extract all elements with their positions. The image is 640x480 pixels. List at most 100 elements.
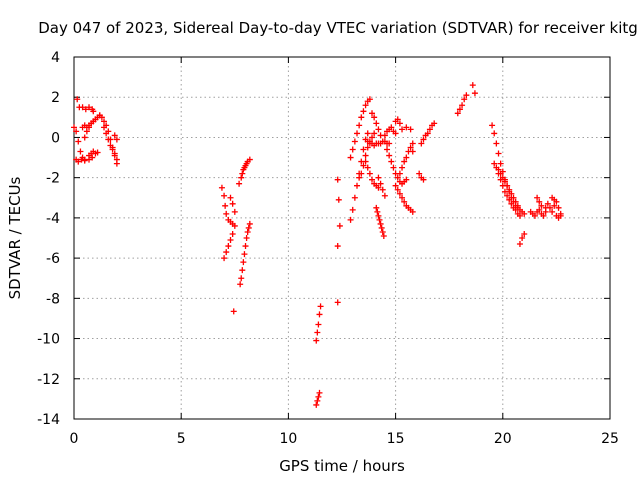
data-point xyxy=(386,152,393,159)
data-point xyxy=(71,124,77,131)
data-point xyxy=(519,235,526,241)
data-point xyxy=(369,176,376,183)
data-point xyxy=(334,176,341,183)
data-point xyxy=(360,162,367,169)
data-point xyxy=(377,180,384,187)
data-point xyxy=(107,142,114,149)
data-point xyxy=(240,259,247,266)
data-point xyxy=(366,96,373,103)
data-point xyxy=(364,164,371,171)
data-point xyxy=(238,275,245,282)
data-point xyxy=(459,102,466,109)
data-point xyxy=(103,130,110,137)
data-point xyxy=(101,124,108,131)
data-point xyxy=(347,216,354,223)
data-point xyxy=(111,150,118,157)
data-point xyxy=(376,216,383,223)
data-point xyxy=(246,220,253,227)
data-point xyxy=(497,170,504,177)
data-point xyxy=(90,108,97,115)
y-tick-label: -4 xyxy=(46,211,60,227)
data-point xyxy=(358,114,365,121)
data-point xyxy=(86,124,93,131)
data-point xyxy=(371,114,378,121)
y-tick-labels: 4 2 0 -2 -4 -6 -8 -10 -12 -14 xyxy=(37,50,60,428)
data-point xyxy=(396,190,403,197)
data-point xyxy=(356,122,363,129)
data-point xyxy=(521,210,528,217)
x-tick-label: 15 xyxy=(387,431,405,447)
data-point xyxy=(390,164,397,171)
data-point xyxy=(313,337,320,344)
data-point xyxy=(540,212,547,219)
data-point xyxy=(336,222,343,229)
data-point xyxy=(81,157,88,164)
data-point xyxy=(227,194,234,201)
data-point xyxy=(347,154,354,161)
data-point xyxy=(79,104,86,111)
data-point xyxy=(314,329,321,336)
data-point xyxy=(392,182,399,189)
data-point xyxy=(381,192,388,199)
data-point xyxy=(386,140,393,147)
data-point xyxy=(101,118,108,125)
data-point xyxy=(512,198,519,205)
data-point xyxy=(239,170,246,177)
data-point xyxy=(489,122,496,129)
data-point xyxy=(403,154,410,161)
data-point xyxy=(75,138,82,145)
data-point xyxy=(317,303,324,310)
data-point xyxy=(521,230,528,237)
data-point xyxy=(394,186,401,193)
data-point xyxy=(362,102,369,109)
data-point xyxy=(551,202,558,209)
data-point xyxy=(244,228,251,235)
data-point xyxy=(221,192,228,199)
x-tick-label: 5 xyxy=(177,431,186,447)
data-point xyxy=(491,160,498,167)
data-point xyxy=(379,186,386,193)
data-point xyxy=(380,232,387,239)
data-point xyxy=(426,126,433,133)
data-point xyxy=(394,116,401,123)
data-point xyxy=(388,158,395,165)
data-point xyxy=(362,158,369,165)
data-point xyxy=(77,148,84,155)
data-point xyxy=(497,160,504,167)
data-point xyxy=(229,230,236,237)
grid-lines xyxy=(74,57,610,419)
data-point xyxy=(557,212,564,219)
data-point xyxy=(92,116,99,123)
data-point xyxy=(351,194,358,201)
data-point xyxy=(396,120,403,127)
data-point xyxy=(456,106,463,113)
data-point xyxy=(316,311,323,318)
data-point xyxy=(374,208,381,215)
data-point xyxy=(242,243,249,250)
data-point xyxy=(416,170,423,177)
y-tick-label: -2 xyxy=(46,171,60,187)
data-point xyxy=(113,136,120,143)
data-point xyxy=(82,106,89,113)
data-point xyxy=(493,140,500,147)
data-point xyxy=(403,176,410,183)
data-point xyxy=(113,156,120,163)
data-point xyxy=(504,192,511,199)
data-point xyxy=(229,200,236,207)
chart-title: Day 047 of 2023, Sidereal Day-to-day VTE… xyxy=(38,19,638,37)
data-point xyxy=(403,124,410,131)
data-point xyxy=(316,389,323,396)
data-point xyxy=(375,174,382,181)
data-point xyxy=(399,126,406,133)
y-tick-label: -6 xyxy=(46,251,60,267)
data-point xyxy=(241,251,248,258)
data-point xyxy=(78,156,85,163)
data-point xyxy=(551,196,558,203)
data-point xyxy=(454,110,461,117)
data-point xyxy=(399,194,406,201)
data-point xyxy=(534,194,541,201)
data-point xyxy=(377,220,384,227)
data-point xyxy=(381,132,388,139)
data-point xyxy=(373,120,380,127)
data-point xyxy=(349,146,356,153)
